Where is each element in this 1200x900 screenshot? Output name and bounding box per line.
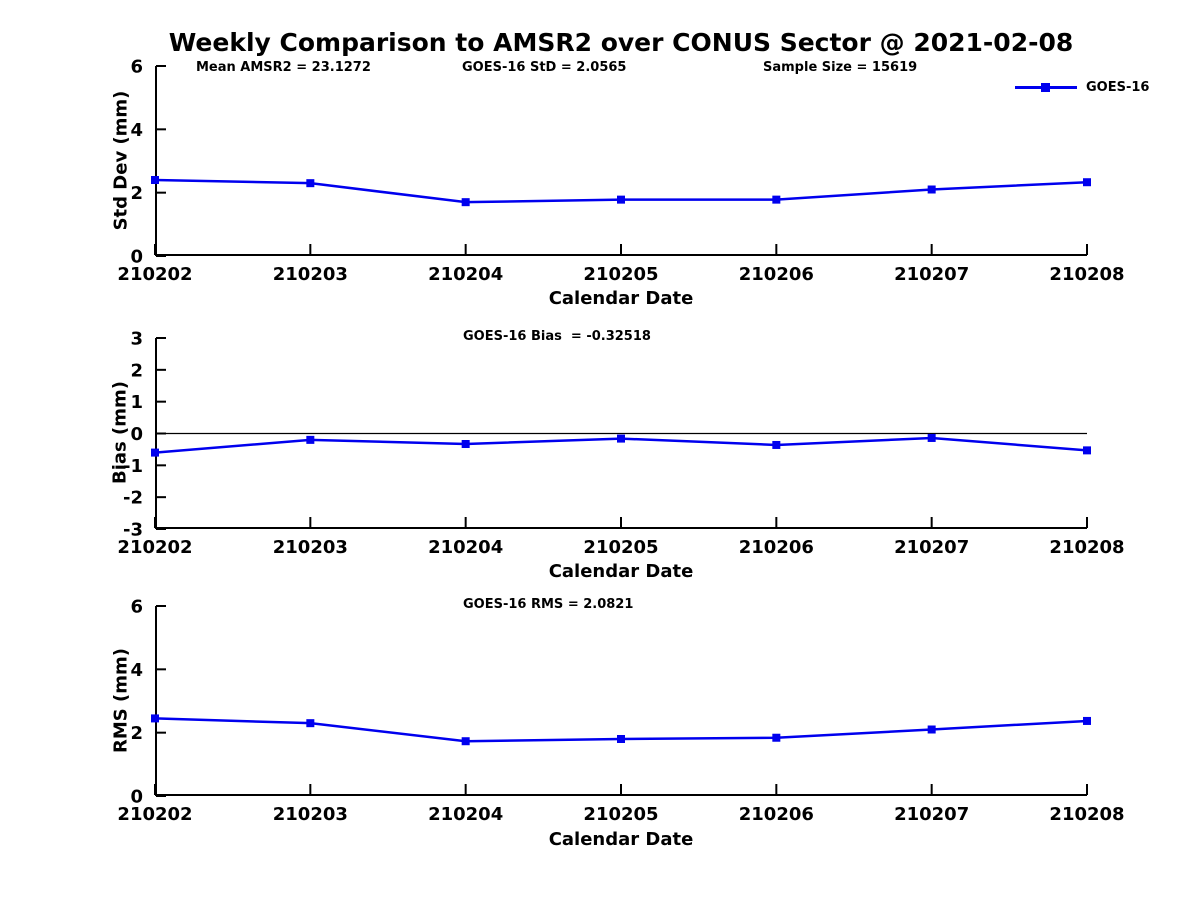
x-tick-label: 210202 bbox=[117, 264, 192, 285]
x-tick-label: 210203 bbox=[273, 264, 348, 285]
x-tick-label: 210207 bbox=[894, 264, 969, 285]
y-tick-label: 4 bbox=[130, 120, 143, 141]
y-tick-label: 2 bbox=[130, 360, 143, 381]
x-tick-label: 210208 bbox=[1049, 537, 1124, 558]
data-point-marker bbox=[1083, 716, 1091, 725]
y-tick-label: 3 bbox=[130, 329, 143, 350]
data-point-marker bbox=[1083, 178, 1091, 187]
x-tick-label: 210206 bbox=[739, 804, 814, 825]
x-tick-label: 210205 bbox=[583, 264, 658, 285]
y-tick-label: 6 bbox=[130, 597, 143, 618]
stddev-x-axis-label: Calendar Date bbox=[548, 288, 694, 309]
x-tick-label: 210207 bbox=[894, 804, 969, 825]
rms-y-axis-label: RMS (mm) bbox=[110, 648, 132, 753]
stddev-annotation-std: GOES-16 StD = 2.0565 bbox=[462, 60, 627, 75]
data-point-marker bbox=[617, 434, 625, 443]
x-tick-label: 210206 bbox=[739, 537, 814, 558]
bias-x-axis-label: Calendar Date bbox=[548, 561, 694, 582]
x-tick-label: 210208 bbox=[1049, 264, 1124, 285]
stddev-plot-area: 0 2 4 6 210202 210203 210204 210205 210206 210207… bbox=[117, 57, 1124, 286]
x-tick-label: 210203 bbox=[273, 537, 348, 558]
x-tick-label: 210208 bbox=[1049, 804, 1124, 825]
y-tick-label: 0 bbox=[130, 247, 143, 268]
data-point-marker bbox=[617, 195, 625, 204]
y-tick-label: -3 bbox=[123, 520, 143, 541]
data-point-marker bbox=[306, 719, 315, 728]
data-point-marker bbox=[461, 737, 470, 746]
data-point-marker bbox=[772, 195, 781, 204]
rms-panel-title: GOES-16 RMS = 2.0821 bbox=[463, 597, 634, 612]
data-point-marker bbox=[927, 725, 936, 734]
x-tick-label: 210207 bbox=[894, 537, 969, 558]
data-point-marker bbox=[306, 179, 315, 188]
data-point-marker bbox=[461, 198, 470, 207]
data-point-marker bbox=[151, 714, 159, 723]
data-point-marker bbox=[151, 176, 159, 184]
x-tick-label: 210204 bbox=[428, 264, 503, 285]
y-tick-label: 0 bbox=[130, 424, 143, 445]
y-tick-label: 2 bbox=[130, 183, 143, 204]
y-tick-label: -2 bbox=[123, 488, 143, 509]
y-tick-label: 2 bbox=[130, 723, 143, 744]
stddev-annotation-sample-size: Sample Size = 15619 bbox=[763, 60, 918, 75]
y-tick-label: 4 bbox=[130, 660, 143, 681]
data-point-marker bbox=[306, 435, 315, 444]
data-point-marker bbox=[617, 735, 625, 743]
data-point-marker bbox=[772, 733, 781, 742]
data-point-marker bbox=[151, 448, 159, 457]
y-tick-label: 1 bbox=[130, 392, 143, 413]
y-tick-label: 0 bbox=[130, 787, 143, 808]
x-tick-label: 210204 bbox=[428, 537, 503, 558]
x-tick-label: 210205 bbox=[583, 537, 658, 558]
x-tick-label: 210202 bbox=[117, 804, 192, 825]
y-tick-label: -1 bbox=[123, 456, 143, 477]
bias-panel-title: GOES-16 Bias = -0.32518 bbox=[463, 329, 651, 344]
data-point-marker bbox=[1083, 446, 1091, 455]
x-tick-label: 210206 bbox=[739, 264, 814, 285]
rms-plot-area: 0 2 4 6 210202 210203 210204 210205 210206 210207… bbox=[117, 597, 1124, 826]
figure-title: Weekly Comparison to AMSR2 over CONUS Se… bbox=[168, 28, 1074, 57]
data-point-marker bbox=[927, 433, 936, 442]
data-point-marker bbox=[772, 440, 781, 449]
y-tick-label: 6 bbox=[130, 57, 143, 78]
stddev-annotation-mean: Mean AMSR2 = 23.1272 bbox=[196, 60, 371, 75]
x-tick-label: 210203 bbox=[273, 804, 348, 825]
legend-label: GOES-16 bbox=[1086, 80, 1150, 95]
data-point-marker bbox=[461, 440, 470, 449]
rms-x-axis-label: Calendar Date bbox=[548, 829, 694, 850]
x-tick-label: 210204 bbox=[428, 804, 503, 825]
legend-square-marker-icon bbox=[1041, 83, 1050, 92]
x-tick-label: 210202 bbox=[117, 537, 192, 558]
x-tick-label: 210205 bbox=[583, 804, 658, 825]
data-point-marker bbox=[927, 185, 936, 194]
stddev-y-axis-label: Std Dev (mm) bbox=[110, 90, 132, 231]
